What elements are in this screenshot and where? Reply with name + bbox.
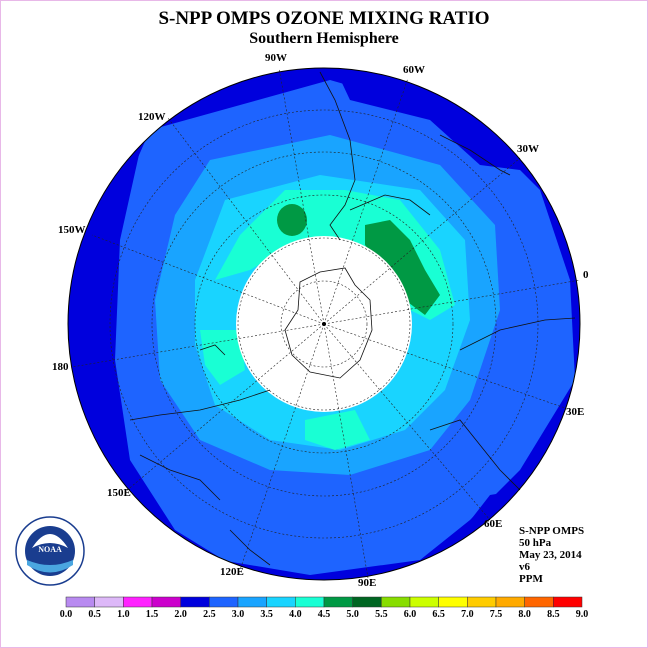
colorbar-swatch (237, 596, 267, 608)
colorbar-swatch (151, 596, 181, 608)
colorbar-tick-label: 4.5 (318, 609, 331, 620)
instrument-label: S-NPP OMPS (519, 525, 585, 537)
band-4-5-east (365, 220, 440, 315)
colorbar-swatch (295, 596, 325, 608)
band-4-0-south (305, 410, 370, 450)
colorbar-tick-label: 7.5 (490, 609, 503, 620)
lon-label-180: 180 (52, 361, 69, 373)
colorbar-swatch (266, 596, 296, 608)
band-4-0-west (200, 330, 245, 385)
colorbar-tick-label: 4.0 (289, 609, 302, 620)
data-info: S-NPP OMPS 50 hPa May 23, 2014 v6 PPM (519, 525, 584, 585)
units-label: PPM (519, 573, 543, 585)
antarctica-coast (284, 267, 373, 379)
lon-label-60e: 60E (484, 518, 502, 530)
date-label: May 23, 2014 (519, 549, 582, 561)
lon-label-30w: 30W (517, 143, 539, 155)
colorbar-swatch (209, 596, 239, 608)
lon-label-120e: 120E (220, 566, 244, 578)
colorbar-swatch (94, 596, 124, 608)
colorbar-tick-label: 0.5 (88, 609, 101, 620)
coastlines (129, 71, 576, 566)
colorbar-swatch (123, 596, 153, 608)
colorbar-swatch (381, 596, 411, 608)
longitude-labels: 90W 60W 30W 120W 150W 0 180 30E 150E 60E… (52, 52, 589, 589)
lon-label-150e: 150E (107, 487, 131, 499)
colorbar-swatch (495, 596, 525, 608)
graticule (71, 67, 581, 579)
colorbar-swatch (323, 596, 353, 608)
colorbar-tick-label: 1.5 (146, 609, 159, 620)
noaa-logo: NOAA (15, 516, 85, 586)
colorbar-tick-label: 3.0 (232, 609, 245, 620)
lon-label-60w: 60W (403, 64, 425, 76)
colorbar-swatch (524, 596, 554, 608)
map-boundary (67, 67, 581, 581)
lon-label-90w: 90W (265, 52, 287, 64)
lon-label-0: 0 (583, 269, 589, 281)
colorbar-tick-label: 5.0 (346, 609, 359, 620)
colorbar-tick-label: 0.0 (60, 609, 73, 620)
colorbar-tick-label: 2.5 (203, 609, 216, 620)
colorbar-tick-label: 6.5 (432, 609, 445, 620)
colorbar-tick-label: 3.5 (260, 609, 273, 620)
colorbar-tick-label: 8.5 (547, 609, 560, 620)
colorbar-swatch (180, 596, 210, 608)
band-2-0-ne (335, 68, 520, 170)
map-title: S-NPP OMPS OZONE MIXING RATIO (158, 8, 490, 29)
version-label: v6 (519, 561, 530, 573)
band-4-5-west (277, 204, 307, 236)
lon-label-90e: 90E (358, 577, 376, 589)
pressure-level: 50 hPa (519, 537, 552, 549)
lon-label-150w: 150W (58, 224, 86, 236)
colorbar-tick-label: 1.0 (117, 609, 130, 620)
colorbar-swatch (467, 596, 497, 608)
lon-label-120w: 120W (138, 111, 166, 123)
colorbar-swatch (352, 596, 382, 608)
colorbar-tick-label: 8.0 (518, 609, 531, 620)
logo-text: NOAA (38, 545, 62, 554)
colorbar-tick-label: 6.0 (404, 609, 417, 620)
lon-label-30e: 30E (566, 406, 584, 418)
colorbar-swatch (553, 596, 583, 608)
colorbar-tick-label: 7.0 (461, 609, 474, 620)
colorbar: 0.0 0.5 1.0 1.5 2.0 2.5 3.0 3.5 4.0 4.5 5.0 5.5 6.0 6… (60, 596, 589, 620)
south-pole-marker (322, 322, 326, 326)
band-2-0-west (80, 150, 240, 570)
colorbar-swatch (409, 596, 439, 608)
colorbar-tick-label: 5.5 (375, 609, 388, 620)
colorbar-swatch (438, 596, 468, 608)
colorbar-swatch (65, 596, 95, 608)
colorbar-tick-label: 9.0 (576, 609, 589, 620)
colorbar-tick-label: 2.0 (174, 609, 187, 620)
map-subtitle: Southern Hemisphere (249, 30, 399, 47)
